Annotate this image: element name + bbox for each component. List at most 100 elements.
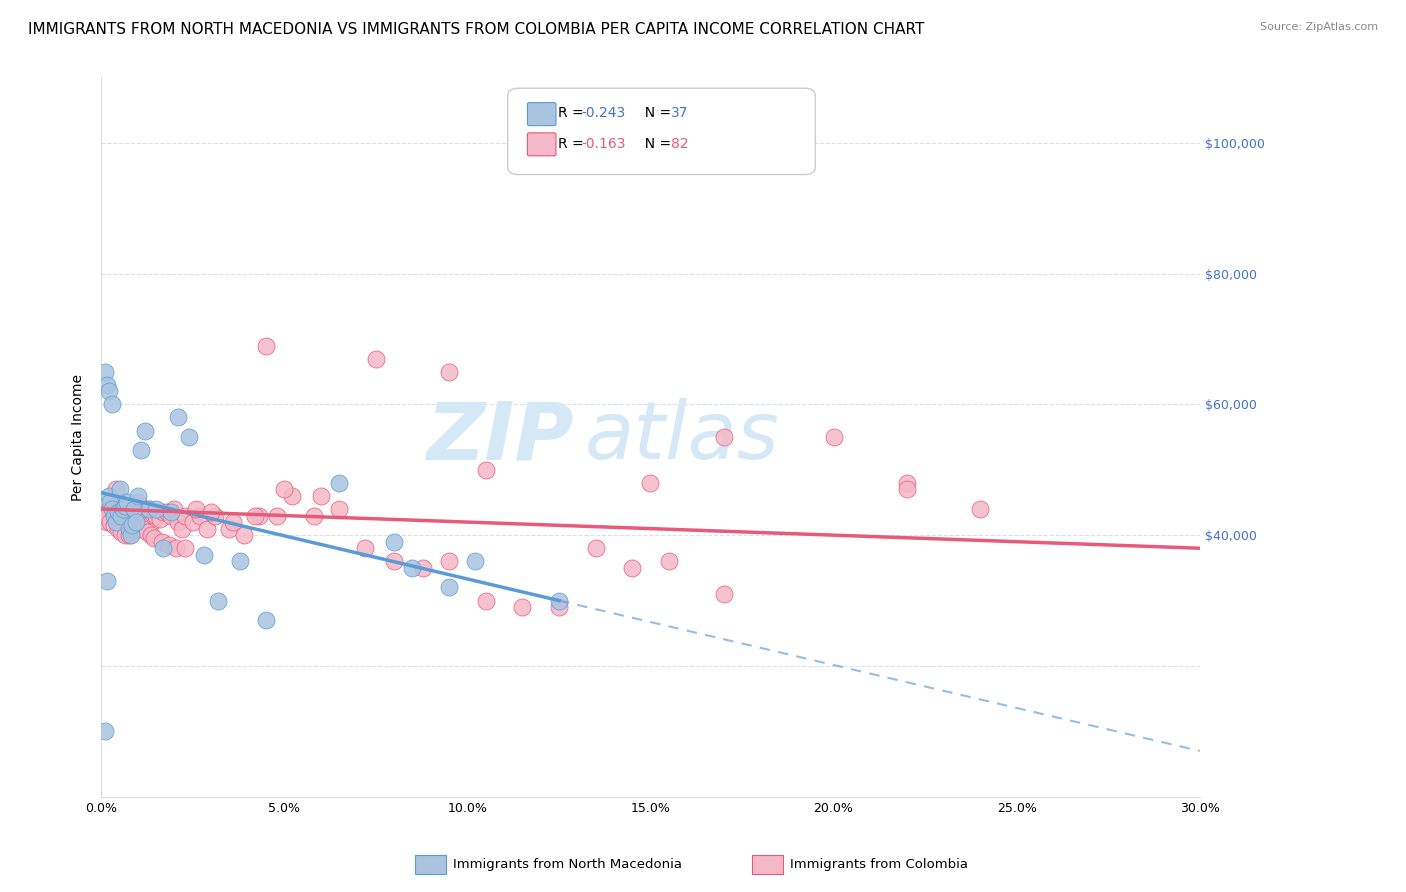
Text: N =: N = xyxy=(636,106,676,120)
Point xyxy=(222,515,245,529)
Point xyxy=(823,430,845,444)
Point xyxy=(165,541,187,556)
Point xyxy=(96,508,118,523)
Text: Source: ZipAtlas.com: Source: ZipAtlas.com xyxy=(1260,22,1378,32)
FancyBboxPatch shape xyxy=(527,133,555,156)
Point xyxy=(170,522,193,536)
Point xyxy=(364,351,387,366)
Point xyxy=(112,502,135,516)
Point xyxy=(125,515,148,529)
Point xyxy=(152,541,174,556)
Point xyxy=(98,502,121,516)
Point xyxy=(134,508,156,523)
Point xyxy=(254,338,277,352)
Point xyxy=(474,463,496,477)
Point xyxy=(188,508,211,523)
Point xyxy=(197,522,219,536)
Point xyxy=(98,515,121,529)
Point xyxy=(437,581,460,595)
Point xyxy=(132,522,155,536)
Point xyxy=(107,505,129,519)
Point xyxy=(713,587,735,601)
Point xyxy=(103,518,125,533)
Point xyxy=(97,502,120,516)
Point xyxy=(233,528,256,542)
Text: R =: R = xyxy=(558,136,588,151)
Point xyxy=(94,365,117,379)
Point xyxy=(145,502,167,516)
Point xyxy=(121,524,143,539)
Point xyxy=(510,600,533,615)
Point xyxy=(150,534,173,549)
Point xyxy=(115,505,138,519)
Point xyxy=(585,541,607,556)
FancyBboxPatch shape xyxy=(508,88,815,175)
Point xyxy=(134,424,156,438)
Point xyxy=(118,528,141,542)
Point xyxy=(114,499,136,513)
Point xyxy=(328,502,350,516)
Point xyxy=(97,489,120,503)
Point xyxy=(156,505,179,519)
Point xyxy=(247,508,270,523)
Point xyxy=(437,365,460,379)
Text: Immigrants from North Macedonia: Immigrants from North Macedonia xyxy=(453,858,682,871)
Point xyxy=(174,541,197,556)
Point xyxy=(382,534,405,549)
Point xyxy=(138,502,160,516)
Point xyxy=(125,508,148,523)
Point xyxy=(101,502,124,516)
Point xyxy=(163,502,186,516)
Point xyxy=(207,593,229,607)
Point xyxy=(152,505,174,519)
Point xyxy=(101,397,124,411)
Text: ZIP: ZIP xyxy=(426,398,574,476)
Point xyxy=(713,430,735,444)
Point xyxy=(110,502,132,516)
Point xyxy=(157,538,180,552)
FancyBboxPatch shape xyxy=(527,103,555,126)
Text: -0.243: -0.243 xyxy=(581,106,626,120)
Point xyxy=(110,524,132,539)
Point xyxy=(103,508,125,523)
Point xyxy=(266,508,288,523)
Point xyxy=(103,508,125,523)
Point xyxy=(108,508,131,523)
Point xyxy=(229,554,252,568)
Point xyxy=(138,502,160,516)
Point xyxy=(143,532,166,546)
Point xyxy=(640,475,662,490)
Point xyxy=(896,475,918,490)
Point xyxy=(969,502,991,516)
Point xyxy=(131,443,153,458)
Point xyxy=(243,508,266,523)
Point xyxy=(131,508,153,523)
Point xyxy=(200,505,222,519)
Point xyxy=(167,410,190,425)
Point xyxy=(218,522,240,536)
Point xyxy=(401,561,423,575)
Point xyxy=(186,502,208,516)
Point xyxy=(193,548,215,562)
Point xyxy=(98,495,121,509)
Point xyxy=(145,508,167,523)
Point xyxy=(120,528,142,542)
Point xyxy=(122,502,145,516)
Text: IMMIGRANTS FROM NORTH MACEDONIA VS IMMIGRANTS FROM COLOMBIA PER CAPITA INCOME CO: IMMIGRANTS FROM NORTH MACEDONIA VS IMMIG… xyxy=(28,22,925,37)
Point xyxy=(204,508,226,523)
Point xyxy=(280,489,302,503)
Point xyxy=(159,505,181,519)
Point xyxy=(121,518,143,533)
Point xyxy=(125,522,148,536)
Point xyxy=(658,554,681,568)
Y-axis label: Per Capita Income: Per Capita Income xyxy=(72,374,86,500)
Text: atlas: atlas xyxy=(585,398,779,476)
Point xyxy=(114,528,136,542)
Point xyxy=(896,483,918,497)
Point xyxy=(139,528,162,542)
Point xyxy=(120,512,142,526)
Point xyxy=(128,518,150,533)
Point xyxy=(464,554,486,568)
Point xyxy=(621,561,644,575)
Point xyxy=(382,554,405,568)
